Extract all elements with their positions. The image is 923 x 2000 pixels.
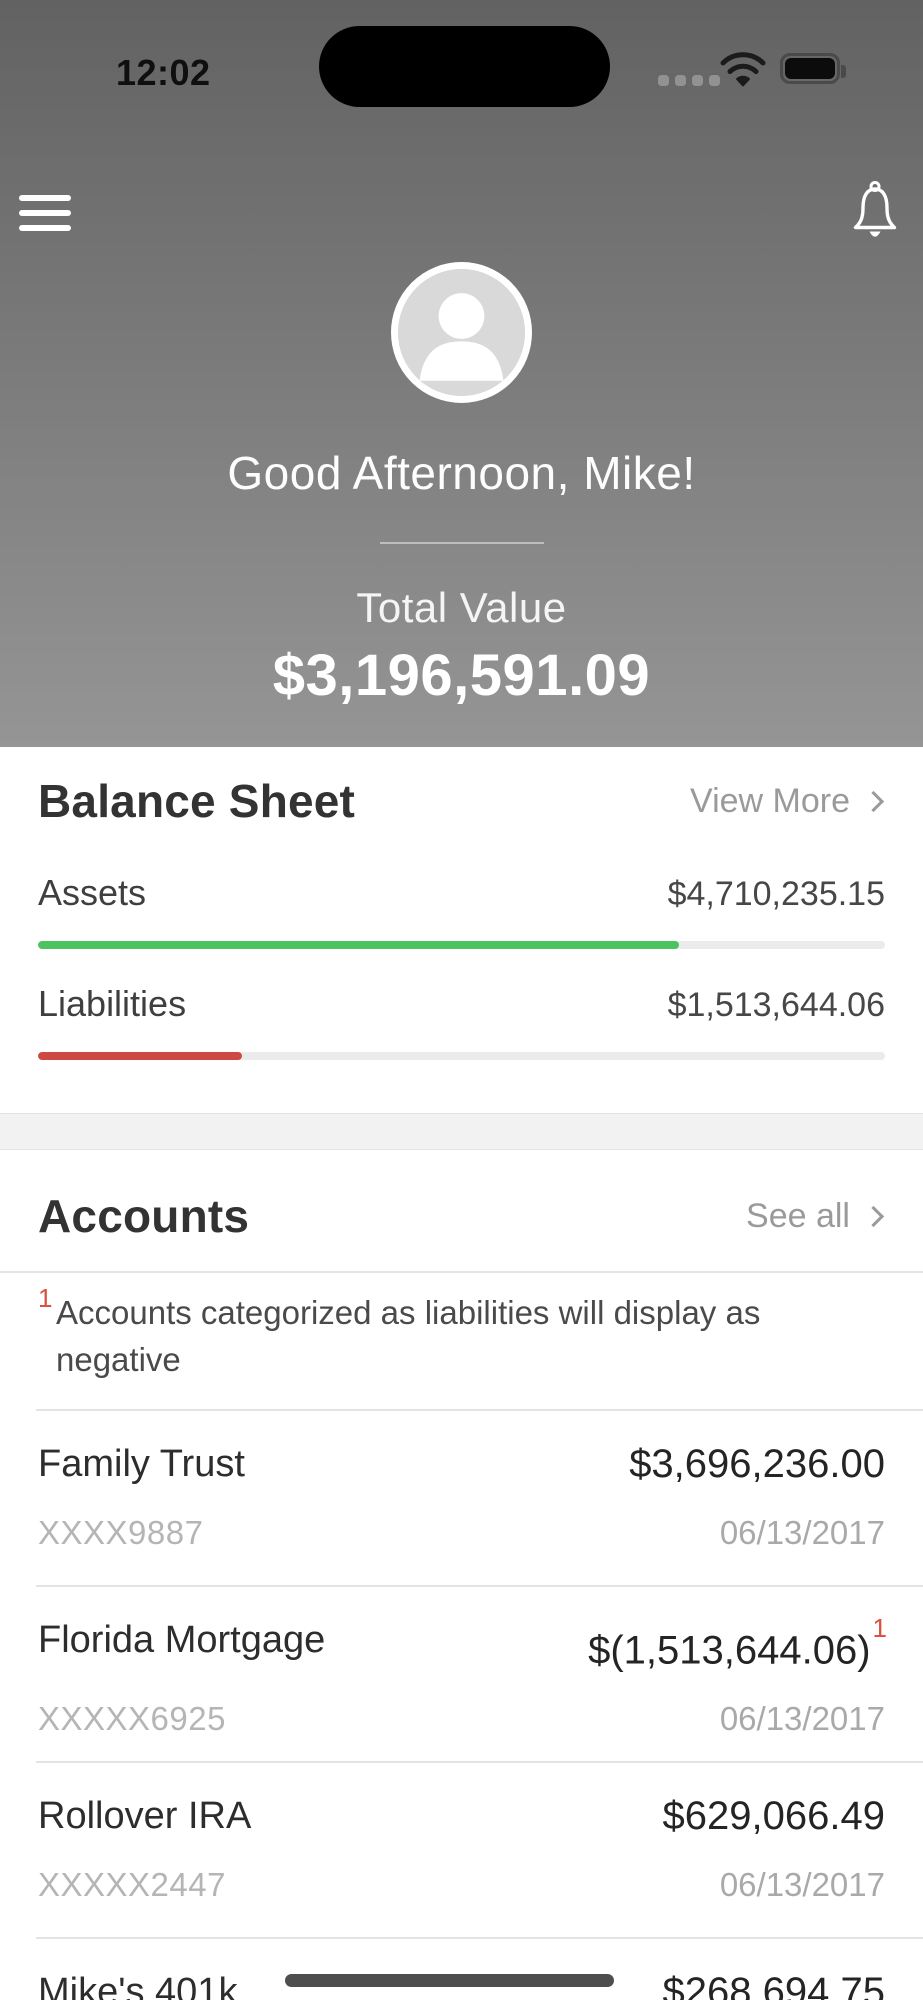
divider — [36, 1585, 923, 1587]
account-row-mikes-401k[interactable]: Mike's 401k $268,694.75 — [0, 1939, 923, 2000]
divider — [36, 1761, 923, 1763]
header: 12:02 Good Afterno — [0, 0, 923, 747]
liabilities-row: Liabilities $1,513,644.06 — [38, 983, 885, 1026]
liabilities-footnote: 1 Accounts categorized as liabilities wi… — [0, 1273, 923, 1409]
footnote-text: Accounts categorized as liabilities will… — [56, 1294, 761, 1378]
footnote-marker: 1 — [38, 1283, 53, 1313]
total-value-label: Total Value — [356, 584, 567, 631]
account-number: XXXX9887 — [38, 1514, 204, 1551]
assets-progress-fill — [38, 941, 680, 949]
notification-bell-button[interactable] — [848, 180, 902, 246]
accounts-title: Accounts — [38, 1190, 250, 1242]
battery-icon — [780, 53, 846, 84]
dynamic-island — [319, 26, 610, 107]
assets-progress-track — [38, 941, 885, 949]
divider — [0, 1271, 923, 1273]
avatar[interactable] — [391, 262, 532, 403]
assets-label: Assets — [38, 872, 147, 913]
greeting-divider — [380, 542, 544, 544]
account-value: $(1,513,644.06)1 — [588, 1613, 887, 1673]
account-number: XXXXX6925 — [38, 1700, 226, 1738]
account-row-florida-mortgage[interactable]: Florida Mortgage $(1,513,644.06)1 XXXXX6… — [0, 1587, 923, 1761]
liabilities-label: Liabilities — [38, 983, 187, 1024]
account-name: Rollover IRA — [38, 1795, 252, 1837]
cellular-dots-icon — [658, 75, 720, 86]
account-value: $3,696,236.00 — [629, 1442, 885, 1486]
bell-icon — [853, 181, 897, 237]
account-value: $268,694.75 — [662, 1970, 885, 2000]
status-time: 12:02 — [116, 52, 211, 93]
view-more-link[interactable]: View More — [690, 782, 885, 821]
account-date: 06/13/2017 — [719, 1700, 885, 1738]
account-name: Florida Mortgage — [38, 1619, 326, 1661]
liabilities-progress-fill — [38, 1052, 243, 1060]
chevron-right-icon — [862, 790, 885, 813]
liabilities-value: $1,513,644.06 — [667, 986, 885, 1024]
status-bar: 12:02 — [0, 0, 923, 115]
menu-button[interactable] — [19, 195, 71, 232]
view-more-label: View More — [690, 782, 850, 820]
account-value: $629,066.49 — [662, 1794, 885, 1838]
account-date: 06/13/2017 — [719, 1514, 885, 1551]
see-all-label: See all — [746, 1197, 850, 1235]
account-row-rollover-ira[interactable]: Rollover IRA $629,066.49 XXXXX2447 06/13… — [0, 1763, 923, 1937]
section-separator — [0, 1113, 923, 1150]
account-date: 06/13/2017 — [719, 1866, 885, 1903]
see-all-link[interactable]: See all — [746, 1197, 885, 1236]
account-name: Family Trust — [38, 1443, 245, 1485]
chevron-right-icon — [862, 1205, 885, 1228]
balance-sheet-title: Balance Sheet — [38, 775, 356, 827]
account-name: Mike's 401k — [38, 1971, 238, 2000]
footnote-marker: 1 — [872, 1613, 887, 1643]
redaction-bar — [285, 1974, 615, 1987]
assets-value: $4,710,235.15 — [667, 875, 885, 913]
account-number: XXXXX2447 — [38, 1866, 226, 1903]
divider — [36, 1937, 923, 1939]
liabilities-progress-track — [38, 1052, 885, 1060]
wifi-icon — [720, 52, 766, 87]
greeting-text: Good Afternoon, Mike! — [227, 447, 696, 499]
accounts-section: Accounts See all 1 Accounts categorized … — [0, 1150, 923, 2000]
divider — [36, 1409, 923, 1411]
balance-sheet-section: Balance Sheet View More Assets $4,710,23… — [0, 747, 923, 1113]
assets-row: Assets $4,710,235.15 — [38, 872, 885, 915]
total-value-amount: $3,196,591.09 — [272, 643, 651, 708]
person-silhouette-icon — [398, 269, 525, 396]
account-row-family-trust[interactable]: Family Trust $3,696,236.00 XXXX9887 06/1… — [0, 1411, 923, 1585]
